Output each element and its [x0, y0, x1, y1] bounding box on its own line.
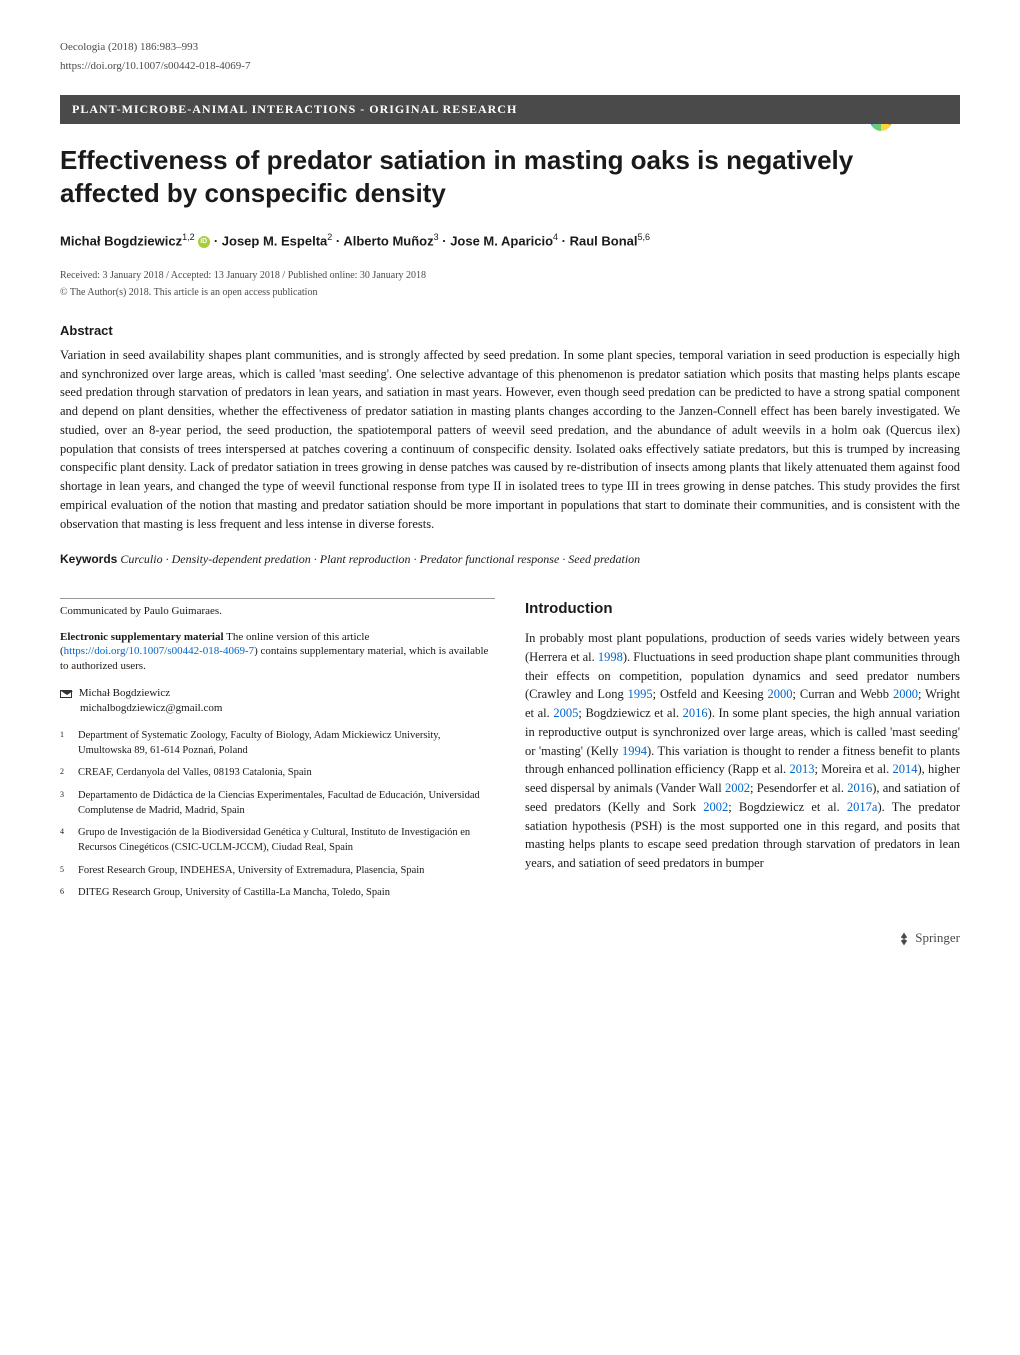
right-column: Introduction In probably most plant popu… [525, 598, 960, 909]
affiliation-number: 6 [60, 886, 68, 901]
affiliation-item: 3 Departamento de Didáctica de la Cienci… [60, 789, 495, 818]
springer-icon [896, 931, 912, 947]
affiliation-item: 1 Department of Systematic Zoology, Facu… [60, 729, 495, 758]
publisher-logo: Springer [60, 929, 960, 947]
keywords-label: Keywords [60, 552, 117, 566]
article-title: Effectiveness of predator satiation in m… [60, 144, 960, 212]
supp-material-label: Electronic supplementary material [60, 631, 224, 643]
affiliation-number: 3 [60, 789, 68, 818]
affiliation-text: Departamento de Didáctica de la Ciencias… [78, 789, 495, 818]
supp-material-link[interactable]: https://doi.org/10.1007/s00442-018-4069-… [64, 645, 254, 657]
abstract-heading: Abstract [60, 322, 960, 340]
affiliation-number: 2 [60, 766, 68, 781]
left-column: Communicated by Paulo Guimaraes. Electro… [60, 598, 495, 909]
correspondence-block: Michał Bogdziewicz michalbogdziewicz@gma… [60, 686, 495, 717]
keywords-text: Curculio · Density-dependent predation ·… [120, 552, 640, 566]
journal-header: Oecologia (2018) 186:983–993 [60, 40, 960, 55]
copyright-line: © The Author(s) 2018. This article is an… [60, 286, 960, 300]
affiliation-text: CREAF, Cerdanyola del Valles, 08193 Cata… [78, 766, 312, 781]
abstract-text: Variation in seed availability shapes pl… [60, 346, 960, 534]
envelope-icon [60, 690, 72, 698]
affiliation-number: 5 [60, 864, 68, 879]
supplementary-material: Electronic supplementary material The on… [60, 630, 495, 675]
corresponding-author: Michał Bogdziewicz [79, 687, 170, 699]
doi-line: https://doi.org/10.1007/s00442-018-4069-… [60, 59, 960, 74]
communicated-by: Communicated by Paulo Guimaraes. [60, 598, 495, 619]
two-column-layout: Communicated by Paulo Guimaraes. Electro… [60, 598, 960, 909]
introduction-heading: Introduction [525, 598, 960, 619]
dates-line: Received: 3 January 2018 / Accepted: 13 … [60, 269, 960, 283]
affiliation-item: 5 Forest Research Group, INDEHESA, Unive… [60, 864, 495, 879]
orcid-icon [198, 236, 210, 248]
authors-line: Michał Bogdziewicz1,2 · Josep M. Espelta… [60, 231, 960, 251]
publisher-name: Springer [915, 930, 960, 945]
affiliation-text: Department of Systematic Zoology, Facult… [78, 729, 495, 758]
affiliation-text: Grupo de Investigación de la Biodiversid… [78, 826, 495, 855]
corresponding-email: michalbogdziewicz@gmail.com [80, 702, 222, 714]
affiliation-text: Forest Research Group, INDEHESA, Univers… [78, 864, 424, 879]
introduction-text: In probably most plant populations, prod… [525, 629, 960, 873]
category-banner: PLANT-MICROBE-ANIMAL INTERACTIONS - ORIG… [60, 95, 960, 124]
affiliations-list: 1 Department of Systematic Zoology, Facu… [60, 729, 495, 901]
affiliation-text: DITEG Research Group, University of Cast… [78, 886, 390, 901]
journal-citation: Oecologia (2018) 186:983–993 [60, 40, 198, 55]
affiliation-item: 6 DITEG Research Group, University of Ca… [60, 886, 495, 901]
affiliation-number: 4 [60, 826, 68, 855]
affiliation-item: 2 CREAF, Cerdanyola del Valles, 08193 Ca… [60, 766, 495, 781]
affiliation-item: 4 Grupo de Investigación de la Biodivers… [60, 826, 495, 855]
keywords-line: Keywords Curculio · Density-dependent pr… [60, 551, 960, 568]
affiliation-number: 1 [60, 729, 68, 758]
